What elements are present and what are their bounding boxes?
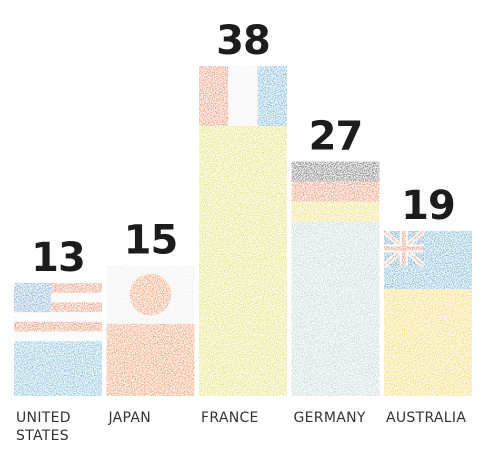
category-label: FRANCE [201,410,259,426]
category-label: GERMANY [294,410,366,426]
bar-body [384,289,472,396]
category-label: JAPAN [108,410,152,426]
us-flag [14,283,102,342]
value-label: 38 [216,18,270,64]
value-label: 15 [124,218,178,264]
value-label: 13 [31,235,85,281]
france-flag [199,66,287,126]
bar-body [14,341,102,396]
bar-body [291,221,380,396]
bar-japan [106,265,195,396]
category-label: UNITED [16,410,71,426]
germany-flag [291,161,380,222]
japan-flag [106,265,195,324]
value-label: 19 [401,183,455,229]
value-label: 27 [309,114,363,160]
bar-united-states [14,283,102,396]
bar-france [199,66,287,396]
bar-australia [382,229,472,396]
bar-germany [291,161,380,396]
bar-body [199,126,287,396]
australia-flag [382,229,472,289]
category-label: AUSTRALIA [386,410,466,426]
bar-body [106,323,195,396]
category-label: STATES [16,428,69,444]
